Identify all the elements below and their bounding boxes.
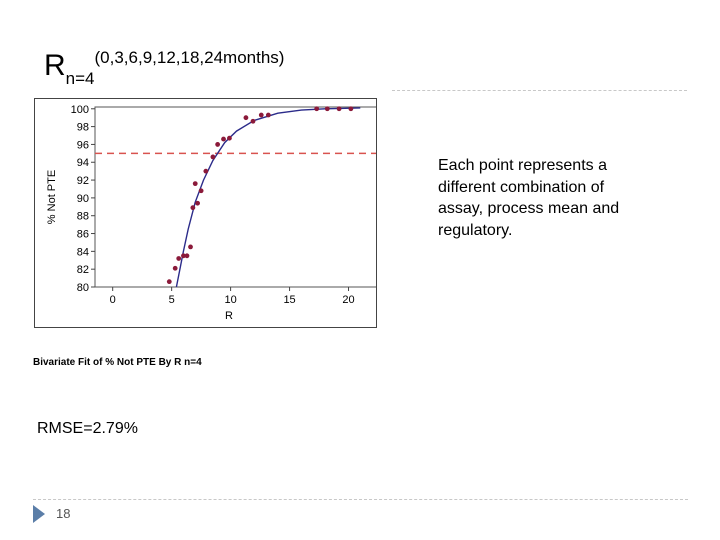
y-tick-label: 94	[77, 157, 89, 169]
y-tick-label: 96	[77, 139, 89, 151]
y-tick-label: 88	[77, 211, 89, 223]
slide-marker-icon	[33, 505, 45, 523]
chart-svg: 80 82 84 86 88 90 92 94 96 98 100 0 5 10 15 20 % Not P…	[46, 104, 376, 322]
scatter-chart: 80 82 84 86 88 90 92 94 96 98 100 0 5 10 15 20 % Not P…	[34, 98, 377, 328]
x-axis-label: R	[225, 310, 233, 322]
data-point	[192, 181, 198, 187]
data-point	[324, 106, 330, 112]
x-axis: 0 5 10 15 20	[110, 287, 355, 306]
x-tick-label: 10	[224, 294, 236, 306]
data-points	[166, 106, 354, 285]
y-tick-label: 100	[71, 104, 89, 116]
data-point	[181, 253, 186, 259]
plot-area	[94, 106, 376, 288]
title-superscript: (0,3,6,9,12,18,24months)	[94, 48, 285, 67]
data-point	[336, 106, 342, 112]
bottom-divider	[33, 499, 688, 500]
data-point	[172, 265, 178, 271]
data-point	[314, 106, 320, 112]
top-divider	[392, 90, 687, 91]
y-axis: 80 82 84 86 88 90 92 94 96 98 100	[71, 104, 95, 294]
y-tick-label: 80	[77, 282, 89, 294]
data-point	[195, 200, 200, 206]
y-tick-label: 86	[77, 229, 89, 241]
title-subscript: n=4	[65, 69, 95, 88]
data-point	[258, 112, 264, 118]
data-point	[221, 136, 226, 142]
data-point	[198, 188, 204, 194]
rmse-value: RMSE=2.79%	[37, 420, 138, 437]
y-tick-label: 92	[77, 175, 89, 187]
fit-line	[175, 107, 361, 288]
page-number: 18	[56, 506, 71, 521]
data-point	[250, 118, 256, 124]
data-point	[265, 112, 271, 118]
x-tick-label: 0	[110, 294, 116, 306]
data-point	[243, 115, 249, 121]
data-point	[188, 244, 193, 250]
data-point	[215, 142, 221, 147]
data-point	[203, 168, 209, 174]
x-tick-label: 20	[342, 294, 354, 306]
data-point	[184, 253, 190, 259]
data-point	[210, 154, 216, 160]
data-point	[176, 256, 182, 261]
y-tick-label: 84	[77, 246, 89, 258]
y-tick-label: 98	[77, 122, 89, 134]
y-tick-label: 90	[77, 193, 89, 205]
title-main: R	[44, 49, 66, 82]
data-point	[166, 279, 172, 285]
y-tick-label: 82	[77, 264, 89, 276]
note-text: Each point represents a different combin…	[438, 157, 620, 239]
chart-caption: Bivariate Fit of % Not PTE By R n=4	[33, 357, 202, 368]
y-axis-label: % Not PTE	[46, 170, 58, 224]
fit-line-group	[175, 107, 361, 288]
slide-title: Rn=4 (0,3,6,9,12,18,24months)	[44, 48, 284, 89]
data-point	[227, 135, 232, 141]
x-tick-label: 5	[169, 294, 175, 306]
data-point	[348, 106, 354, 112]
x-tick-label: 15	[283, 294, 295, 306]
data-point	[190, 205, 196, 211]
